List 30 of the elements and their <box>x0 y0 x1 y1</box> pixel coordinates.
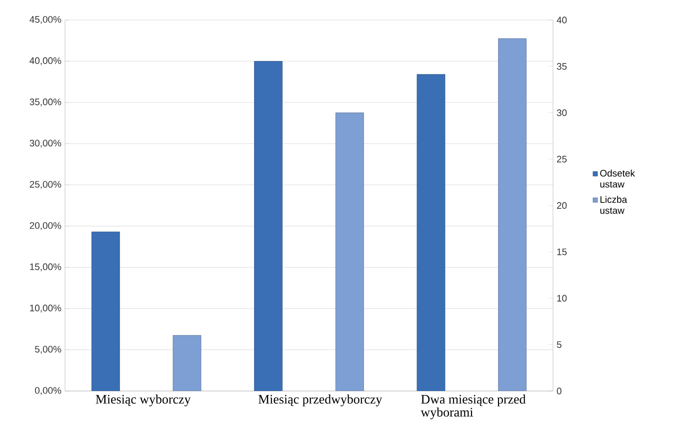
y2-tick-label: 20 <box>556 202 567 209</box>
y-tick-label: 45,00% <box>30 16 62 24</box>
bar <box>498 38 527 391</box>
y-tick-label: 10,00% <box>30 304 62 312</box>
bar <box>254 61 283 391</box>
bar <box>416 74 446 391</box>
bar <box>91 232 120 391</box>
y-tick-label: 35,00% <box>30 98 62 106</box>
x-tick-label: Miesiąc wyborczy <box>96 394 191 406</box>
y-tick-label: 15,00% <box>30 263 62 272</box>
bar <box>335 112 364 391</box>
y2-tick-label: 15 <box>557 248 567 256</box>
y2-tick-label: 30 <box>556 109 567 116</box>
y-tick-label: 20,00% <box>30 222 62 230</box>
y2-tick-label: 35 <box>556 63 567 70</box>
y-tick-label: 5,00% <box>35 346 62 354</box>
y-tick-label: 0,00% <box>35 387 62 395</box>
legend-label: Liczba ustaw <box>600 196 628 214</box>
x-tick-label: Dwa miesiące przed wyborami <box>420 394 526 420</box>
y2-tick-label: 40 <box>556 16 567 24</box>
y-tick-label: 40,00% <box>30 57 62 66</box>
y2-tick-label: 0 <box>556 388 562 394</box>
y2-tick-label: 5 <box>556 341 562 348</box>
y-tick-label: 25,00% <box>30 180 62 189</box>
x-tick-label: Miesiąc przedwyborczy <box>258 394 382 406</box>
y2-tick-label: 10 <box>557 294 567 302</box>
y-tick-label: 30,00% <box>30 140 62 148</box>
y2-tick-label: 25 <box>556 156 567 162</box>
bar <box>172 335 202 391</box>
legend-label: Odsetek ustaw <box>600 170 635 188</box>
